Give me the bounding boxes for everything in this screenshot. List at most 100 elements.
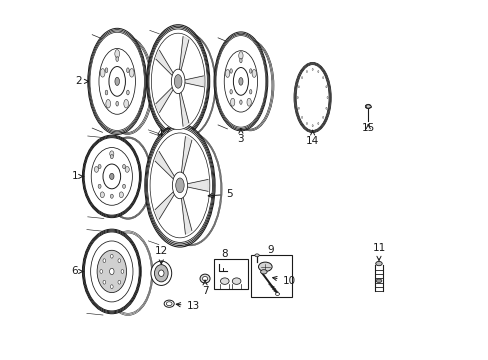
Ellipse shape bbox=[118, 259, 121, 262]
Ellipse shape bbox=[301, 77, 302, 79]
Ellipse shape bbox=[232, 278, 241, 284]
Ellipse shape bbox=[109, 151, 114, 157]
Ellipse shape bbox=[110, 194, 113, 198]
Text: 2: 2 bbox=[75, 76, 88, 86]
Text: 8: 8 bbox=[221, 248, 227, 258]
Ellipse shape bbox=[83, 231, 140, 312]
Text: 1: 1 bbox=[72, 171, 83, 181]
Text: 4: 4 bbox=[157, 129, 170, 139]
Ellipse shape bbox=[115, 50, 119, 58]
Polygon shape bbox=[179, 36, 188, 75]
Text: 14: 14 bbox=[305, 130, 319, 146]
Ellipse shape bbox=[148, 28, 208, 135]
Ellipse shape bbox=[229, 90, 232, 94]
Ellipse shape bbox=[147, 128, 212, 242]
Ellipse shape bbox=[116, 101, 118, 106]
Text: 5: 5 bbox=[208, 189, 232, 199]
Polygon shape bbox=[179, 87, 188, 126]
Ellipse shape bbox=[233, 68, 248, 95]
Ellipse shape bbox=[109, 67, 125, 96]
Polygon shape bbox=[184, 179, 208, 192]
Polygon shape bbox=[155, 152, 177, 182]
Ellipse shape bbox=[172, 172, 187, 199]
Ellipse shape bbox=[215, 34, 266, 129]
Text: 7: 7 bbox=[202, 280, 208, 296]
Polygon shape bbox=[155, 189, 177, 219]
Ellipse shape bbox=[326, 96, 327, 99]
Ellipse shape bbox=[298, 107, 299, 109]
Ellipse shape bbox=[317, 71, 318, 73]
Text: 6: 6 bbox=[72, 266, 83, 276]
Ellipse shape bbox=[325, 86, 326, 88]
Ellipse shape bbox=[116, 57, 118, 62]
Ellipse shape bbox=[99, 49, 135, 114]
Ellipse shape bbox=[171, 69, 184, 94]
Ellipse shape bbox=[216, 36, 265, 127]
Ellipse shape bbox=[239, 100, 242, 104]
Ellipse shape bbox=[83, 230, 140, 313]
Ellipse shape bbox=[229, 69, 232, 73]
Ellipse shape bbox=[325, 107, 326, 109]
Ellipse shape bbox=[249, 90, 251, 94]
Ellipse shape bbox=[103, 164, 121, 189]
Ellipse shape bbox=[147, 26, 208, 137]
Bar bbox=[250, 255, 292, 297]
Ellipse shape bbox=[151, 33, 204, 130]
Ellipse shape bbox=[150, 133, 209, 238]
Ellipse shape bbox=[311, 125, 312, 127]
Ellipse shape bbox=[119, 192, 123, 198]
Text: 13: 13 bbox=[176, 301, 199, 311]
Ellipse shape bbox=[100, 69, 105, 77]
Ellipse shape bbox=[84, 232, 139, 311]
Ellipse shape bbox=[83, 137, 140, 216]
Ellipse shape bbox=[109, 173, 114, 180]
Ellipse shape bbox=[103, 280, 105, 284]
Ellipse shape bbox=[105, 90, 107, 95]
Ellipse shape bbox=[105, 68, 107, 73]
Text: 15: 15 bbox=[361, 122, 374, 132]
Ellipse shape bbox=[89, 31, 145, 132]
Ellipse shape bbox=[125, 167, 129, 172]
Ellipse shape bbox=[110, 254, 113, 258]
Ellipse shape bbox=[100, 270, 102, 273]
Text: 3: 3 bbox=[237, 129, 244, 144]
Text: 12: 12 bbox=[154, 246, 167, 264]
Ellipse shape bbox=[151, 261, 171, 285]
Ellipse shape bbox=[98, 184, 101, 188]
Ellipse shape bbox=[224, 51, 257, 112]
Polygon shape bbox=[156, 50, 175, 78]
Text: 10: 10 bbox=[272, 276, 295, 286]
Ellipse shape bbox=[311, 68, 312, 71]
Polygon shape bbox=[181, 192, 191, 234]
Ellipse shape bbox=[254, 254, 259, 257]
Ellipse shape bbox=[297, 96, 298, 99]
Ellipse shape bbox=[202, 276, 207, 281]
Polygon shape bbox=[156, 85, 175, 113]
Ellipse shape bbox=[174, 75, 182, 88]
Ellipse shape bbox=[375, 261, 382, 266]
Ellipse shape bbox=[129, 69, 134, 77]
Ellipse shape bbox=[260, 270, 266, 274]
Ellipse shape bbox=[126, 90, 129, 95]
Ellipse shape bbox=[145, 125, 214, 246]
Ellipse shape bbox=[306, 122, 307, 125]
Ellipse shape bbox=[225, 69, 229, 77]
Ellipse shape bbox=[88, 30, 145, 133]
Ellipse shape bbox=[238, 52, 243, 60]
Ellipse shape bbox=[109, 268, 114, 275]
Ellipse shape bbox=[121, 270, 123, 273]
Ellipse shape bbox=[158, 270, 163, 276]
Ellipse shape bbox=[365, 104, 370, 109]
Ellipse shape bbox=[175, 178, 184, 193]
Ellipse shape bbox=[105, 99, 110, 108]
Ellipse shape bbox=[90, 32, 144, 130]
Ellipse shape bbox=[238, 77, 243, 85]
Ellipse shape bbox=[375, 279, 381, 283]
Ellipse shape bbox=[298, 86, 299, 88]
Ellipse shape bbox=[118, 280, 121, 284]
Ellipse shape bbox=[110, 154, 113, 159]
Ellipse shape bbox=[230, 98, 234, 106]
Ellipse shape bbox=[154, 265, 168, 282]
Ellipse shape bbox=[103, 259, 105, 262]
Ellipse shape bbox=[90, 241, 133, 302]
